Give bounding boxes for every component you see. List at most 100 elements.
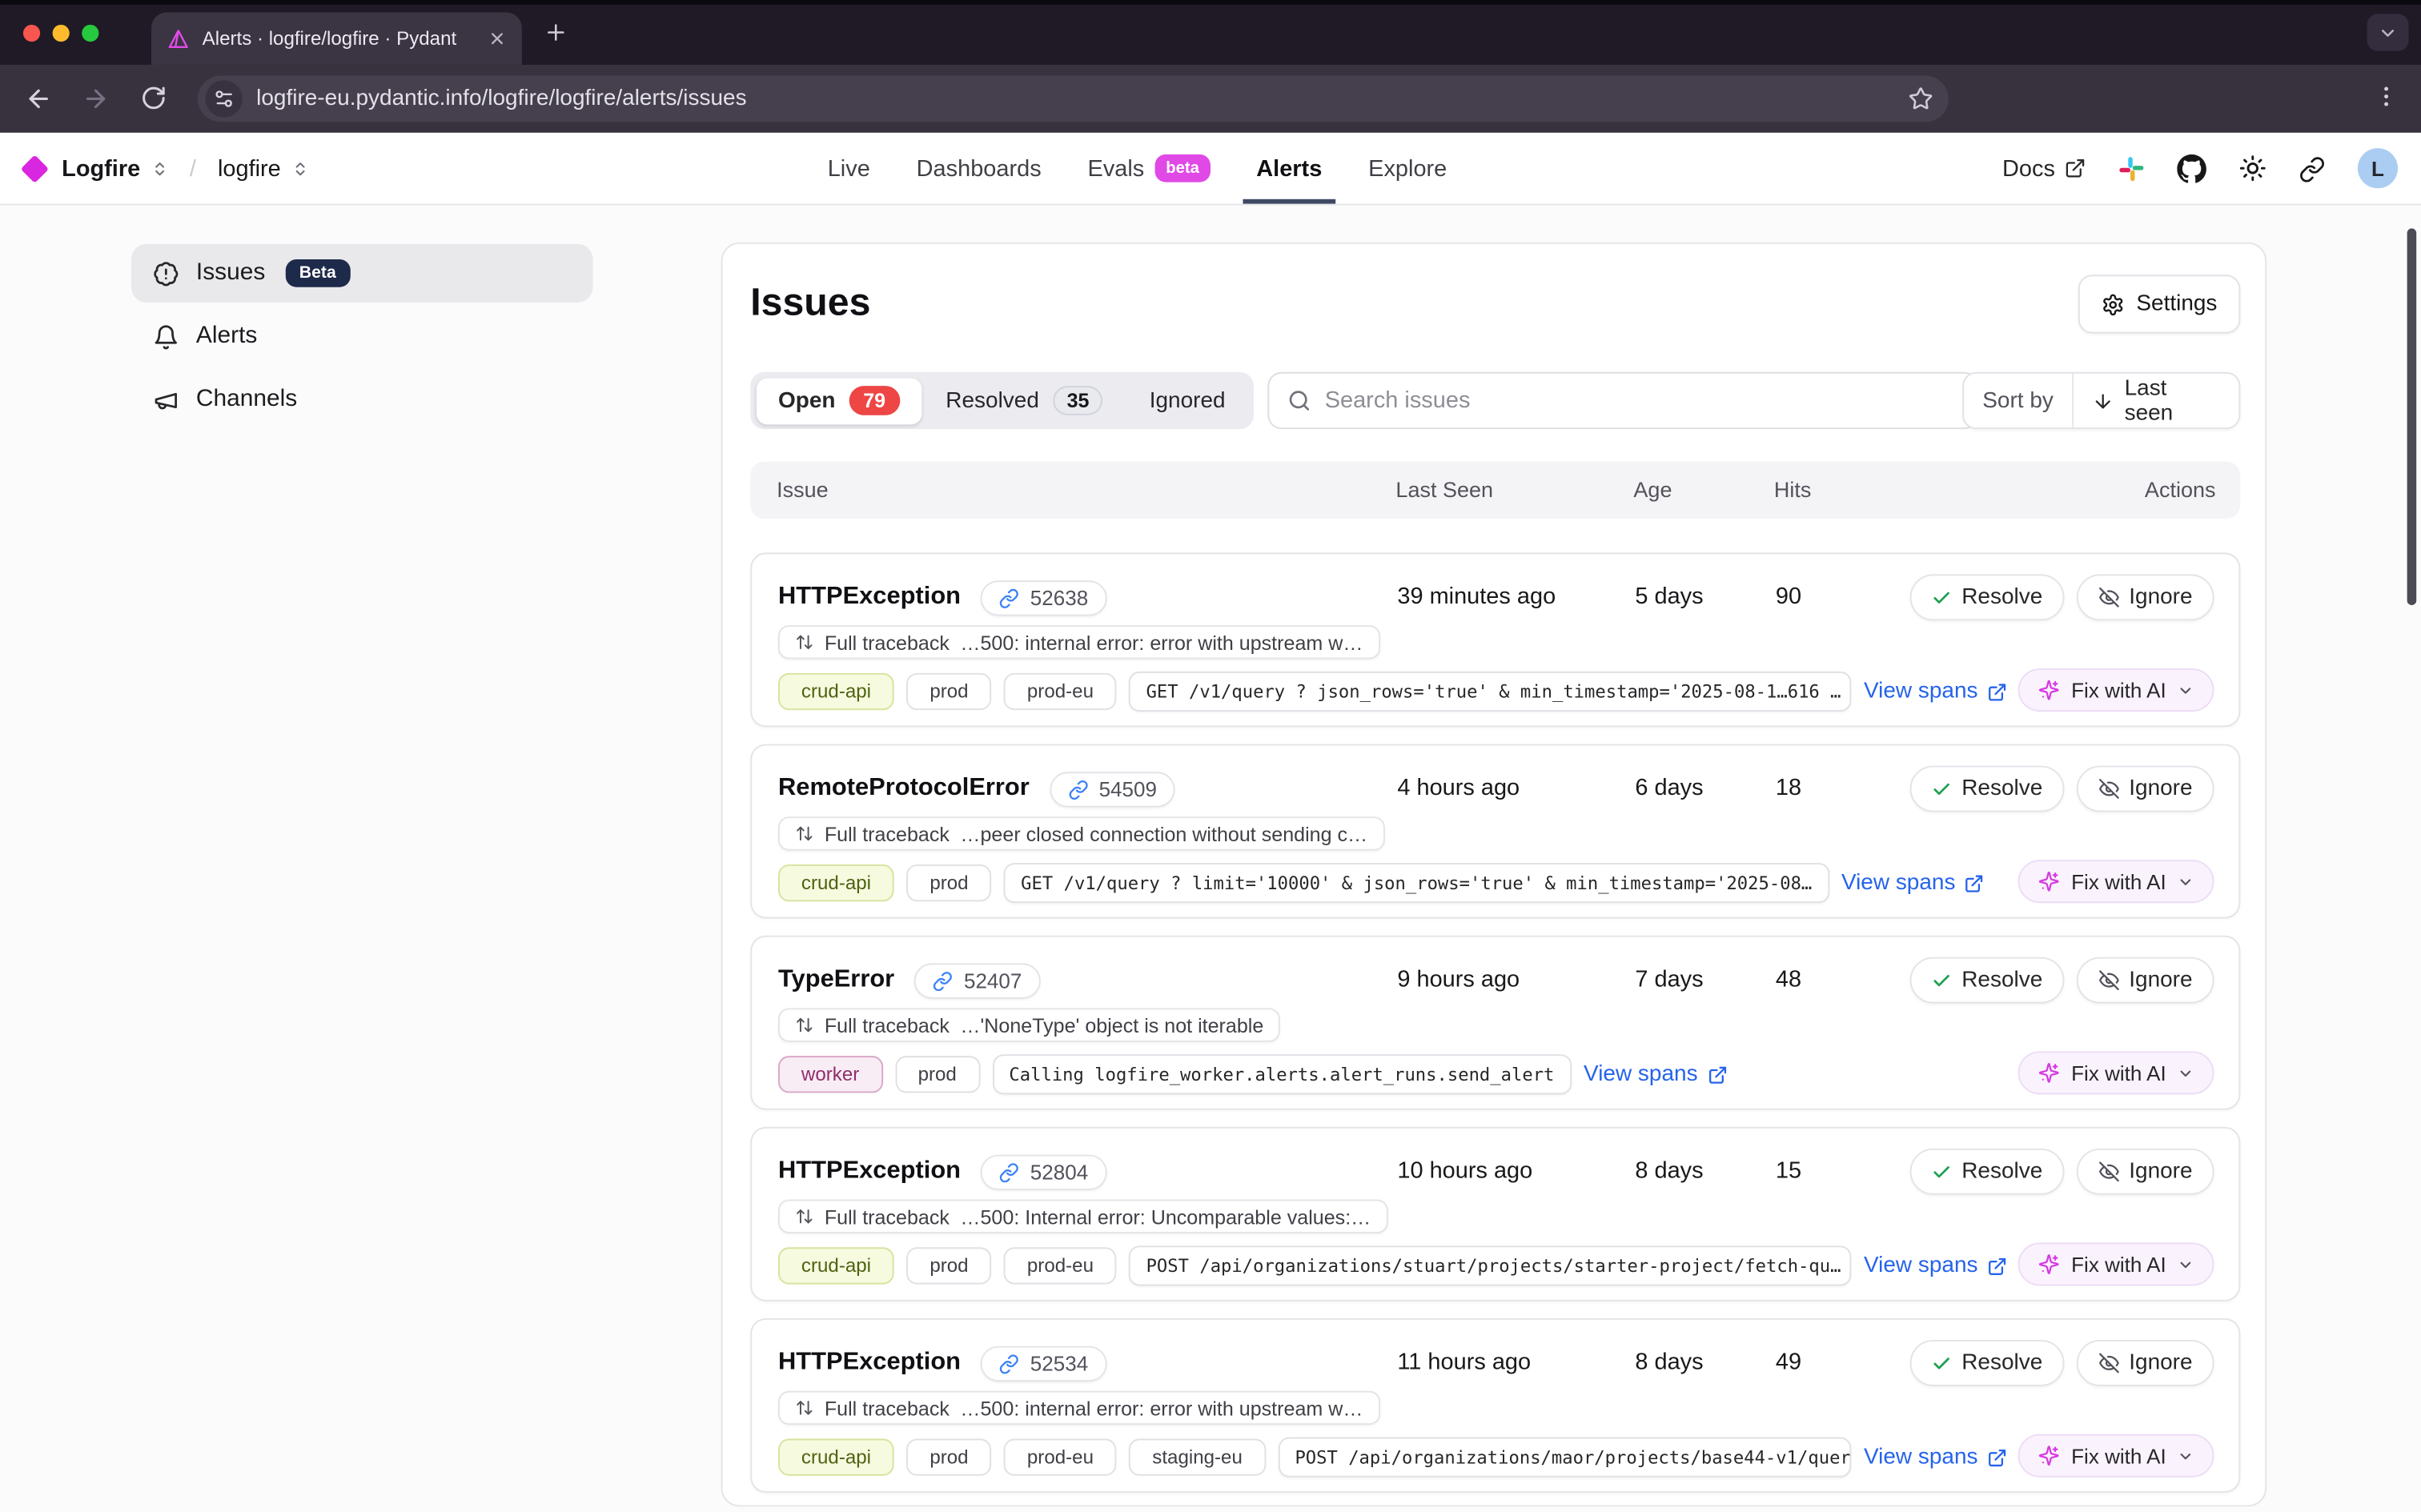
ignore-label: Ignore bbox=[2129, 1350, 2193, 1376]
docs-link[interactable]: Docs bbox=[2002, 155, 2086, 182]
browser-menu-icon[interactable] bbox=[2373, 83, 2399, 110]
issue-age: 6 days bbox=[1635, 775, 1704, 801]
traceback-toggle[interactable]: Full traceback …500: Internal error: Unc… bbox=[777, 1199, 1388, 1233]
project-selector-icon[interactable] bbox=[291, 160, 308, 177]
nav-tab-explore[interactable]: Explore bbox=[1368, 154, 1447, 182]
close-window-button[interactable] bbox=[22, 24, 41, 42]
chevron-down-icon bbox=[2180, 878, 2191, 884]
ignore-button[interactable]: Ignore bbox=[2076, 1148, 2214, 1195]
view-spans-label: View spans bbox=[1584, 1061, 1698, 1087]
fix-with-ai-button[interactable]: Fix with AI bbox=[2018, 860, 2214, 904]
view-spans-label: View spans bbox=[1863, 1253, 1978, 1278]
resolve-button[interactable]: Resolve bbox=[1910, 574, 2065, 621]
filter-tab-open[interactable]: Open 79 bbox=[756, 377, 921, 424]
view-spans-link[interactable]: View spans bbox=[1864, 680, 2007, 704]
open-count-badge: 79 bbox=[849, 386, 900, 415]
resolve-label: Resolve bbox=[1961, 968, 2043, 993]
issue-id-badge[interactable]: 52534 bbox=[981, 1345, 1107, 1382]
external-link-icon bbox=[1989, 683, 2006, 700]
eye-off-icon bbox=[2098, 587, 2119, 608]
header-actions: Docs L bbox=[2002, 133, 2399, 204]
sidebar-item-issues[interactable]: Issues Beta bbox=[130, 243, 593, 303]
back-icon[interactable] bbox=[25, 85, 53, 113]
sidebar-item-alerts[interactable]: Alerts bbox=[131, 307, 593, 366]
project-name[interactable]: logfire bbox=[217, 154, 281, 182]
view-spans-link[interactable]: View spans bbox=[1584, 1062, 1727, 1087]
issue-id-badge[interactable]: 52638 bbox=[981, 580, 1107, 616]
ignore-button[interactable]: Ignore bbox=[2076, 574, 2214, 621]
page-scrollbar-thumb[interactable] bbox=[2407, 228, 2417, 605]
traceback-message: …peer closed connection without sending … bbox=[960, 821, 1368, 845]
issue-title: RemoteProtocolError bbox=[777, 775, 1030, 801]
minimize-window-button[interactable] bbox=[52, 24, 70, 42]
github-icon[interactable] bbox=[2177, 153, 2206, 183]
new-tab-button[interactable] bbox=[544, 20, 568, 45]
issue-row: HTTPException 52638 39 minutes ago 5 day… bbox=[750, 552, 2241, 728]
tag-prod-eu: prod-eu bbox=[1003, 1247, 1117, 1285]
fix-with-ai-button[interactable]: Fix with AI bbox=[2018, 1051, 2214, 1095]
site-settings-icon[interactable] bbox=[205, 80, 243, 118]
forward-icon[interactable] bbox=[82, 85, 110, 113]
issue-row: HTTPException 52804 10 hours ago 8 days … bbox=[750, 1126, 2241, 1301]
view-spans-link[interactable]: View spans bbox=[1864, 1253, 2007, 1278]
reload-icon[interactable] bbox=[140, 85, 167, 111]
filter-tab-resolved[interactable]: Resolved 35 bbox=[924, 378, 1125, 424]
fix-with-ai-button[interactable]: Fix with AI bbox=[2018, 1434, 2214, 1478]
zoom-window-button[interactable] bbox=[82, 24, 99, 42]
ignore-button[interactable]: Ignore bbox=[2076, 765, 2214, 812]
traceback-toggle[interactable]: Full traceback …500: internal error: err… bbox=[777, 625, 1380, 660]
avatar[interactable]: L bbox=[2357, 148, 2399, 189]
issue-id-label: 52804 bbox=[1030, 1160, 1089, 1184]
tag-prod: prod bbox=[894, 1056, 980, 1093]
slack-icon[interactable] bbox=[2118, 155, 2145, 182]
traceback-message: …500: internal error: error with upstrea… bbox=[960, 630, 1363, 654]
arrows-up-down-icon bbox=[797, 1209, 813, 1224]
nav-tab-evals[interactable]: Evals beta bbox=[1088, 133, 1210, 204]
issue-id-badge[interactable]: 52407 bbox=[914, 962, 1041, 998]
bell-icon bbox=[153, 323, 179, 350]
view-spans-label: View spans bbox=[1863, 679, 1978, 704]
theme-sun-icon[interactable] bbox=[2238, 154, 2266, 182]
tag-prod-eu: prod-eu bbox=[1003, 1438, 1117, 1476]
sidebar-item-channels[interactable]: Channels bbox=[131, 371, 593, 429]
breadcrumb-separator: / bbox=[189, 154, 196, 182]
org-selector-icon[interactable] bbox=[151, 160, 168, 177]
resolve-button[interactable]: Resolve bbox=[1910, 1148, 2065, 1195]
issue-code: POST /api/organizations/maor/projects/ba… bbox=[1278, 1437, 1852, 1478]
search-input[interactable] bbox=[1324, 387, 1958, 414]
traceback-toggle[interactable]: Full traceback …'NoneType' object is not… bbox=[777, 1008, 1281, 1042]
ignore-button[interactable]: Ignore bbox=[2076, 1339, 2214, 1386]
browser-tab[interactable]: Alerts · logfire/logfire · Pydant bbox=[151, 12, 522, 65]
address-bar[interactable]: logfire-eu.pydantic.info/logfire/logfire… bbox=[197, 75, 1949, 122]
view-spans-link[interactable]: View spans bbox=[1864, 1445, 2007, 1470]
sort-value-button[interactable]: Last seen bbox=[2074, 374, 2238, 428]
logfire-pyramid-icon bbox=[167, 27, 190, 50]
nav-tab-live[interactable]: Live bbox=[827, 154, 870, 182]
traceback-label: Full traceback bbox=[824, 1013, 950, 1037]
traceback-toggle[interactable]: Full traceback …peer closed connection w… bbox=[777, 816, 1385, 851]
share-link-icon[interactable] bbox=[2299, 155, 2326, 182]
traceback-toggle[interactable]: Full traceback …500: internal error: err… bbox=[777, 1390, 1380, 1426]
nav-tab-dashboards[interactable]: Dashboards bbox=[916, 154, 1042, 182]
fix-with-ai-button[interactable]: Fix with AI bbox=[2018, 1242, 2214, 1286]
org-name[interactable]: Logfire bbox=[62, 154, 141, 182]
bookmark-star-icon[interactable] bbox=[1909, 86, 1933, 111]
browser-tab-bar: Alerts · logfire/logfire · Pydant bbox=[0, 0, 2421, 65]
issue-id-badge[interactable]: 54509 bbox=[1049, 771, 1176, 807]
resolve-button[interactable]: Resolve bbox=[1910, 957, 2065, 1004]
fix-with-ai-button[interactable]: Fix with AI bbox=[2018, 668, 2214, 712]
filter-tab-ignored[interactable]: Ignored bbox=[1149, 388, 1226, 413]
resolve-button[interactable]: Resolve bbox=[1910, 1339, 2065, 1386]
resolve-button[interactable]: Resolve bbox=[1910, 765, 2065, 812]
ignore-button[interactable]: Ignore bbox=[2076, 957, 2214, 1004]
settings-button[interactable]: Settings bbox=[2078, 275, 2241, 334]
issue-hits: 18 bbox=[1775, 775, 1802, 801]
issue-id-badge[interactable]: 52804 bbox=[981, 1153, 1107, 1189]
traceback-label: Full traceback bbox=[824, 1205, 950, 1229]
megaphone-icon bbox=[153, 387, 179, 413]
tab-list-chevron-button[interactable] bbox=[2367, 14, 2409, 51]
nav-tab-alerts[interactable]: Alerts bbox=[1243, 133, 1335, 204]
view-spans-link[interactable]: View spans bbox=[1841, 871, 1985, 896]
tag-staging-eu: staging-eu bbox=[1129, 1438, 1266, 1476]
tab-close-icon[interactable] bbox=[488, 30, 506, 48]
